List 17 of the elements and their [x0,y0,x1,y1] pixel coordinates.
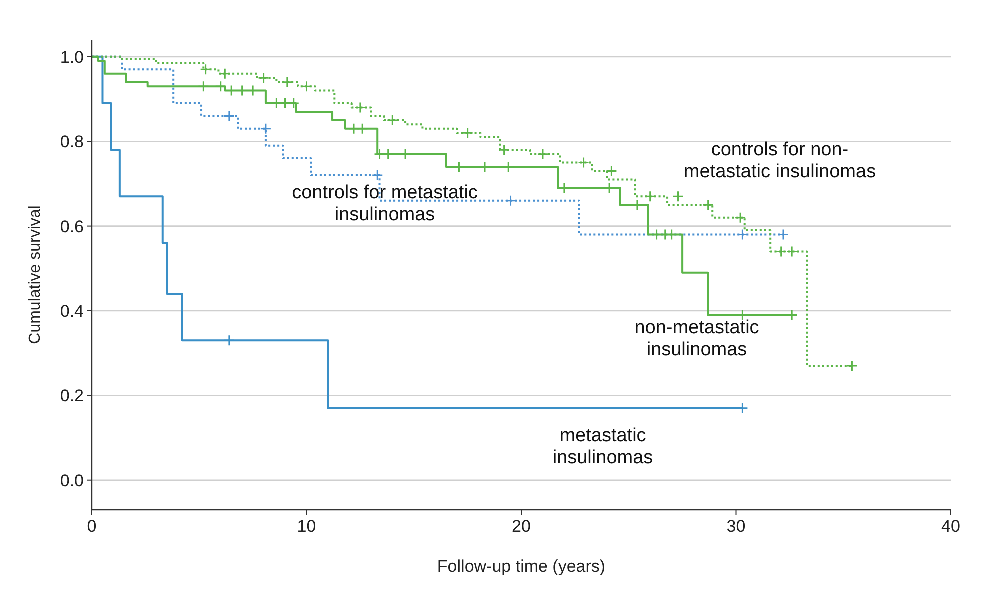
x-tick-label: 10 [297,517,316,536]
y-axis-title: Cumulative survival [27,206,44,344]
y-tick-label: 0.2 [60,386,84,406]
y-tick-label: 0.0 [60,471,84,490]
y-tick-label: 0.4 [60,302,84,321]
y-tick-label: 1.0 [60,48,84,67]
annotation: controls for metastatic insulinomas [292,182,478,226]
annotation: non-metastatic insulinomas [634,318,760,361]
y-tick-label: 0.8 [60,132,84,152]
x-axis-title: Follow-up time (years) [437,557,606,576]
annotation: metastatic insulinomas [552,426,654,469]
x-tick-label: 20 [512,517,531,536]
x-tick-label: 0 [87,517,97,536]
annotation: controls for non- metastatic insulinomas [684,140,876,183]
x-tick-label: 30 [726,517,746,536]
y-tick-label: 0.6 [60,217,84,236]
x-tick-label: 40 [942,517,960,536]
